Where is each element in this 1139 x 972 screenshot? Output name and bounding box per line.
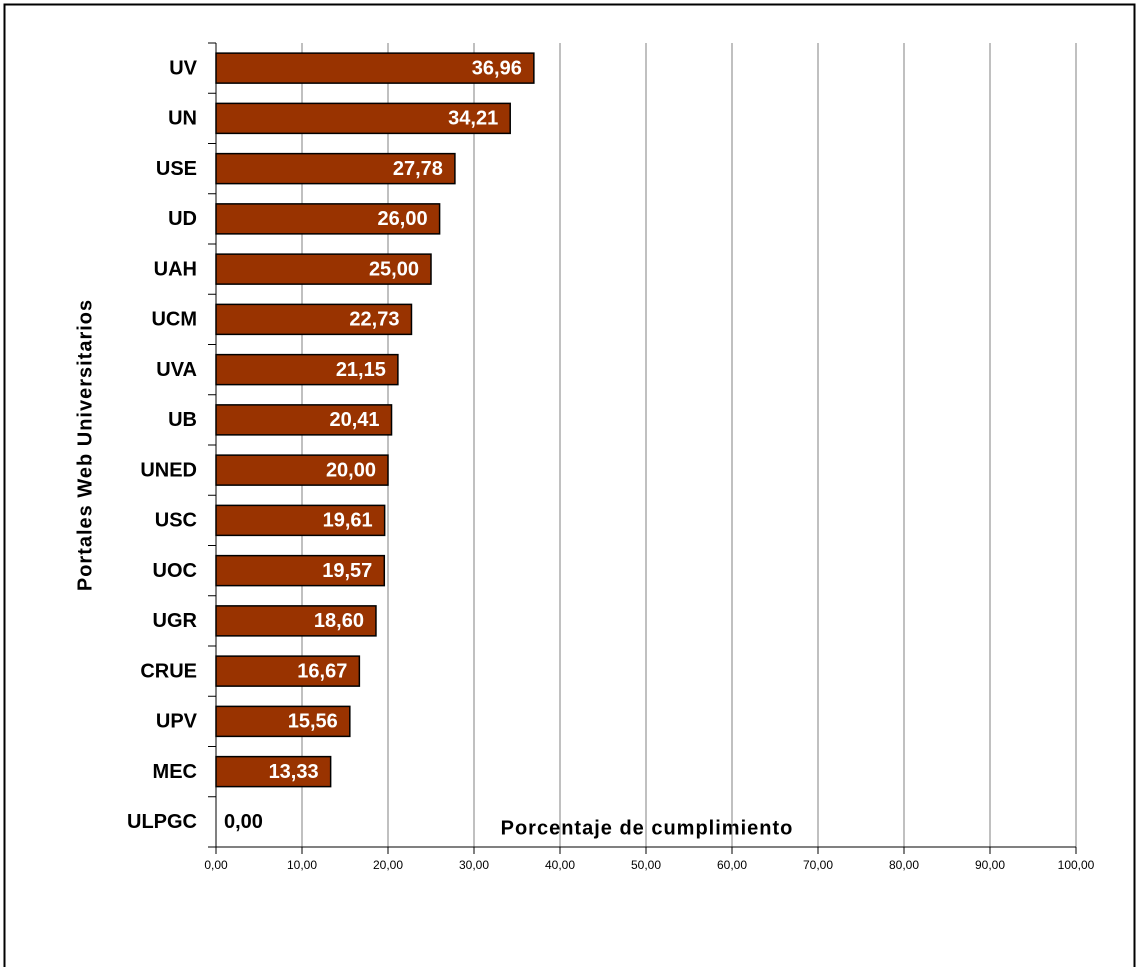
x-tick-label: 10,00 xyxy=(287,858,317,872)
y-tick-label: UN xyxy=(168,108,197,130)
value-label: 27,78 xyxy=(393,158,443,180)
value-label: 19,61 xyxy=(323,510,373,532)
y-tick-label: UAH xyxy=(154,258,197,280)
value-label: 19,57 xyxy=(322,560,372,582)
value-label: 34,21 xyxy=(448,108,498,130)
x-tick-label: 20,00 xyxy=(373,858,403,872)
y-tick-label: UV xyxy=(169,57,197,79)
y-tick-label: UB xyxy=(168,409,197,431)
bar xyxy=(215,705,351,738)
value-label: 22,73 xyxy=(349,309,399,331)
x-tick-label: 100,00 xyxy=(1058,858,1095,872)
x-tick-label: 0,00 xyxy=(204,858,228,872)
y-axis-title: Portales Web Universitarios xyxy=(74,299,96,591)
y-tick-label: MEC xyxy=(153,761,197,783)
y-tick-label: UCM xyxy=(151,309,197,331)
x-tick-label: 90,00 xyxy=(975,858,1005,872)
value-label: 0,00 xyxy=(224,811,263,833)
bar xyxy=(215,404,393,436)
x-tick-label: 50,00 xyxy=(631,858,661,872)
y-tick-label: USC xyxy=(155,510,197,532)
bar xyxy=(215,152,456,185)
value-label: 16,67 xyxy=(297,660,347,682)
bar xyxy=(215,203,441,235)
bar xyxy=(215,554,386,587)
frame xyxy=(3,3,1136,967)
value-label: 21,15 xyxy=(336,359,386,381)
bar xyxy=(215,253,432,285)
x-tick-label: 60,00 xyxy=(717,858,747,872)
y-tick-label: UNED xyxy=(140,459,197,481)
value-label: 36,96 xyxy=(472,57,522,79)
y-tick-label: CRUE xyxy=(140,660,197,682)
x-axis-title: Porcentaje de cumplimiento xyxy=(501,817,794,839)
y-tick-label: UD xyxy=(168,208,197,230)
value-label: 13,33 xyxy=(269,761,319,783)
y-tick-label: UVA xyxy=(156,359,197,381)
bar xyxy=(215,454,389,486)
bar xyxy=(215,504,386,537)
x-tick-label: 40,00 xyxy=(545,858,575,872)
bar xyxy=(215,52,535,84)
y-tick-label: UPV xyxy=(156,711,198,733)
value-label: 20,41 xyxy=(329,409,379,431)
value-label: 26,00 xyxy=(378,208,428,230)
x-tick-label: 30,00 xyxy=(459,858,489,872)
value-label: 20,00 xyxy=(326,459,376,481)
value-label: 25,00 xyxy=(369,258,419,280)
bar xyxy=(215,655,361,687)
value-label: 15,56 xyxy=(288,711,338,733)
bar xyxy=(215,755,332,788)
y-tick-label: ULPGC xyxy=(127,811,197,833)
x-tick-label: 70,00 xyxy=(803,858,833,872)
bar xyxy=(215,353,399,386)
y-tick-label: USE xyxy=(156,158,197,180)
x-tick-label: 80,00 xyxy=(889,858,919,872)
y-tick-label: UGR xyxy=(153,610,198,632)
bar xyxy=(215,303,413,336)
bar xyxy=(215,605,377,637)
bar xyxy=(215,102,511,135)
value-label: 18,60 xyxy=(314,610,364,632)
y-tick-label: UOC xyxy=(153,560,197,582)
